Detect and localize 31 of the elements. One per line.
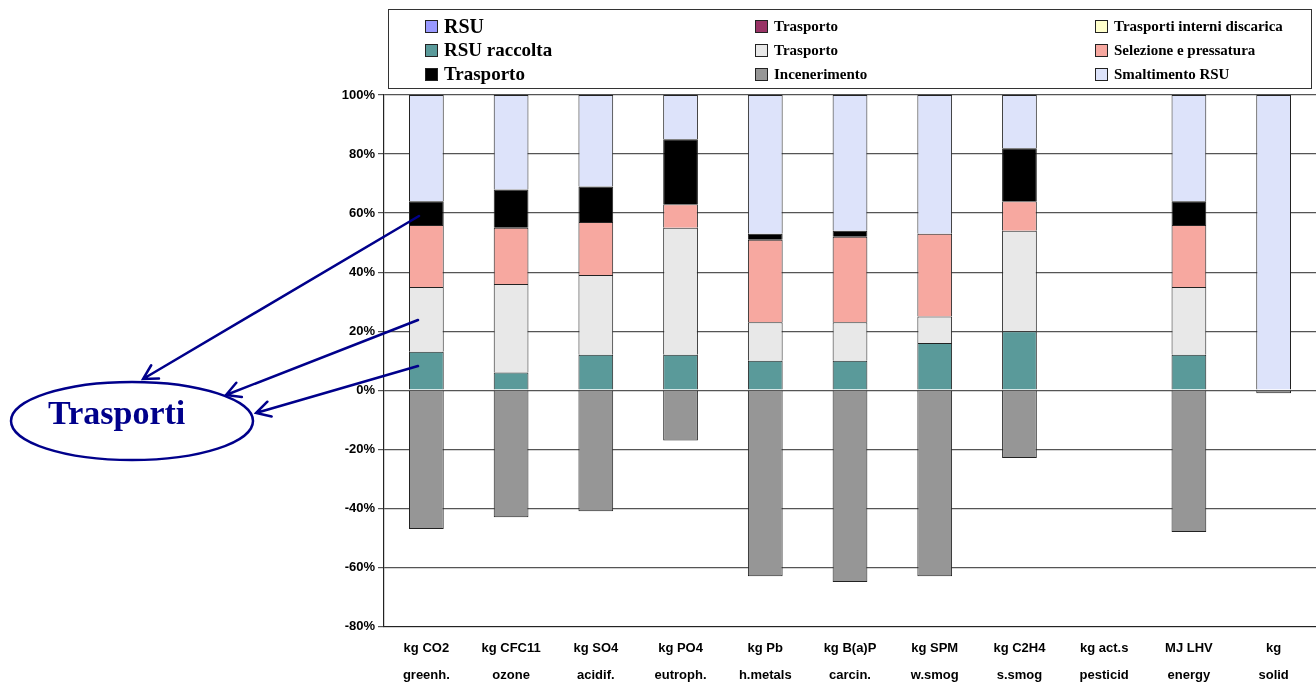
legend-label: Selezione e pressatura xyxy=(1114,41,1256,59)
y-tick-label: 100% xyxy=(341,86,376,102)
y-tick-label: -80% xyxy=(344,617,376,633)
y-tick-label: 80% xyxy=(348,145,376,161)
x-tick-label: kg CO2 greenh. xyxy=(402,639,450,682)
x-tick-label: kg Pb h.metals xyxy=(738,639,792,682)
legend-label: Incenerimento xyxy=(774,65,868,83)
legend-label: Trasporto xyxy=(774,41,838,59)
y-tick-label: 60% xyxy=(348,204,376,220)
legend-label: Trasporto xyxy=(774,17,838,35)
y-tick-label: -60% xyxy=(344,558,376,574)
x-tick-label: kg CFC11 ozone xyxy=(481,639,541,682)
x-tick-label: MJ LHV energy xyxy=(1165,639,1214,682)
legend-label: RSU raccolta xyxy=(444,39,553,61)
y-tick-label: 20% xyxy=(348,322,376,338)
legend-label: Trasporti interni discarica xyxy=(1114,17,1283,35)
y-tick-label: 0% xyxy=(356,381,376,397)
y-tick-label: -40% xyxy=(344,499,376,515)
x-tick-label: kg solid xyxy=(1258,639,1289,682)
x-tick-label: kg SO4 acidif. xyxy=(573,639,619,682)
x-tick-label: kg PO4 eutroph. xyxy=(654,639,707,682)
x-tick-label: kg SPM w.smog xyxy=(909,639,959,682)
legend-label: Trasporto xyxy=(444,63,525,85)
text: Trasporti xyxy=(48,394,186,432)
y-tick-label: 40% xyxy=(348,263,376,279)
y-tick-label: -20% xyxy=(344,440,376,456)
x-tick-label: kg B(a)P carcin. xyxy=(823,639,877,682)
legend-label: RSU xyxy=(444,14,485,38)
x-tick-label: kg act.s pesticid xyxy=(1079,639,1129,682)
legend-label: Smaltimento RSU xyxy=(1114,65,1230,83)
x-tick-label: kg C2H4 s.smog xyxy=(993,639,1047,682)
